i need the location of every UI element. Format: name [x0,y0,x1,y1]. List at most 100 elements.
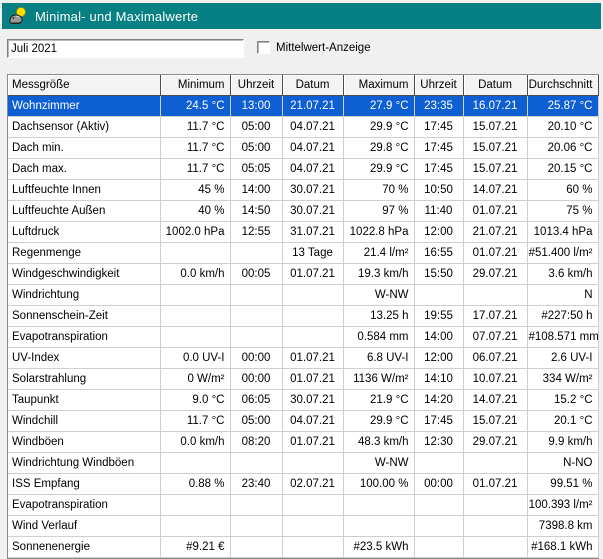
table-cell: 11:40 [414,200,464,222]
table-cell: 17:45 [414,116,464,138]
table-row[interactable]: Evapotranspiration 0.584 mm 14:00 07.07.21 #… [8,326,599,348]
table-cell: 00:00 [414,473,464,495]
period-input[interactable] [7,39,244,58]
column-header-7[interactable]: Durchschnitt [527,75,599,96]
column-header-4[interactable]: Maximum [343,75,415,96]
table-cell [230,242,283,264]
table-row[interactable]: Windrichtung Windböen W-NW N-NO [8,452,599,474]
table-cell: 25.87 °C [527,95,599,117]
table-cell: 6.8 UV-I [343,347,415,369]
table-cell [343,515,415,537]
table-cell: 05:00 [230,116,283,138]
table-row[interactable]: Dach max. 11.7 °C 05:05 04.07.21 29.9 °C 17:4… [8,158,599,180]
table-cell: Dach max. [8,158,161,180]
table-cell: 17:45 [414,137,464,159]
table-cell [230,494,283,516]
table-cell: 01.07.21 [282,347,344,369]
table-cell: 45 % [160,179,231,201]
table-cell: 01.07.21 [463,242,528,264]
table-cell: 0.584 mm [343,326,415,348]
table-cell: W-NW [343,452,415,474]
column-header-0[interactable]: Messgröße [8,75,161,96]
table-row[interactable]: Windgeschwindigkeit 0.0 km/h 00:05 01.07.21… [8,263,599,285]
table-row[interactable]: UV-Index 0.0 UV-I 00:00 01.07.21 6.8 UV-I 12:… [8,347,599,369]
table-row[interactable]: Windchill 11.7 °C 05:00 04.07.21 29.9 °C 17:4… [8,410,599,432]
table-cell [230,536,283,558]
table-cell: Dach min. [8,137,161,159]
table-cell: 04.07.21 [282,158,344,180]
column-header-1[interactable]: Minimum [160,75,231,96]
table-cell [160,452,231,474]
table-cell [282,515,344,537]
table-cell: Sonnenschein-Zeit [8,305,161,327]
table-cell: N [527,284,599,306]
table-cell: 11.7 °C [160,116,231,138]
table-cell: 21.07.21 [463,221,528,243]
table-cell: 21.9 °C [343,389,415,411]
table-cell: Wind Verlauf [8,515,161,537]
table-cell: 0.0 km/h [160,263,231,285]
table-row[interactable]: Luftdruck 1002.0 hPa 12:55 31.07.21 1022.8 h… [8,221,599,243]
table-row[interactable]: Evapotranspiration 100.393 l/m² [8,494,599,516]
table-cell: Windrichtung Windböen [8,452,161,474]
table-cell [282,452,344,474]
table-cell: 05:00 [230,410,283,432]
table-cell: 11.7 °C [160,158,231,180]
table-row[interactable]: Dach min. 11.7 °C 05:00 04.07.21 29.8 °C 17:4… [8,137,599,159]
table-cell: 29.9 °C [343,410,415,432]
table-cell: 11.7 °C [160,137,231,159]
column-header-5[interactable]: Uhrzeit [414,75,464,96]
table-cell: 19.3 km/h [343,263,415,285]
title-bar[interactable]: Minimal- und Maximalwerte [2,3,601,29]
table-row[interactable]: Solarstrahlung 0 W/m² 00:00 01.07.21 1136 W/… [8,368,599,390]
table-row[interactable]: Luftfeuchte Innen 45 % 14:00 30.07.21 70 % 10… [8,179,599,201]
table-cell: 14:10 [414,368,464,390]
table-cell: Evapotranspiration [8,494,161,516]
table-cell [160,494,231,516]
column-header-2[interactable]: Uhrzeit [230,75,283,96]
table-cell: 14:00 [230,179,283,201]
table-cell [463,536,528,558]
table-cell: 01.07.21 [463,473,528,495]
table-cell: 14.07.21 [463,179,528,201]
table-cell: #51.400 l/m² [527,242,599,264]
table-cell: 1013.4 hPa [527,221,599,243]
column-header-6[interactable]: Datum [463,75,528,96]
table-cell: 0.0 UV-I [160,347,231,369]
table-row[interactable]: Regenmenge 13 Tage 21.4 l/m² 16:55 01.07.21 #… [8,242,599,264]
table-row[interactable]: ISS Empfang 0.88 % 23:40 02.07.21 100.00 % 00… [8,473,599,495]
table-cell: 01.07.21 [282,368,344,390]
table-cell: 97 % [343,200,415,222]
table-row[interactable]: Sonnenenergie #9.21 € #23.5 kWh #168.1 kWh [8,536,599,558]
table-cell: 15.07.21 [463,158,528,180]
table-cell: 04.07.21 [282,410,344,432]
table-cell: 1022.8 hPa [343,221,415,243]
table-cell: 30.07.21 [282,389,344,411]
table-cell: #9.21 € [160,536,231,558]
table-cell: Windböen [8,431,161,453]
table-row[interactable]: Windböen 0.0 km/h 08:20 01.07.21 48.3 km/h 12… [8,431,599,453]
table-cell: 29.07.21 [463,431,528,453]
table-cell: Sonnenenergie [8,536,161,558]
table-cell: 14:20 [414,389,464,411]
table-cell: 29.07.21 [463,263,528,285]
table-row[interactable]: Luftfeuchte Außen 40 % 14:50 30.07.21 97 % 11… [8,200,599,222]
table-cell: #23.5 kWh [343,536,415,558]
column-header-3[interactable]: Datum [282,75,344,96]
table-row[interactable]: Wohnzimmer 24.5 °C 13:00 21.07.21 27.9 °C 23:… [8,95,599,117]
table-cell: 02.07.21 [282,473,344,495]
table-row[interactable]: Taupunkt 9.0 °C 06:05 30.07.21 21.9 °C 14:20 1… [8,389,599,411]
table-cell [282,494,344,516]
table-row[interactable]: Sonnenschein-Zeit 13.25 h 19:55 17.07.21 #22… [8,305,599,327]
table-cell: 29.9 °C [343,158,415,180]
table-cell: 00:00 [230,368,283,390]
table-cell: #108.571 mm [527,326,599,348]
table-cell [414,515,464,537]
table-row[interactable]: Wind Verlauf 7398.8 km [8,515,599,537]
table-row[interactable]: Windrichtung W-NW N [8,284,599,306]
mittelwert-checkbox[interactable] [257,41,270,54]
table-cell: 06.07.21 [463,347,528,369]
table-cell: 13:00 [230,95,283,117]
table-row[interactable]: Dachsensor (Aktiv) 11.7 °C 05:00 04.07.21 29… [8,116,599,138]
table-cell: 2.6 UV-I [527,347,599,369]
